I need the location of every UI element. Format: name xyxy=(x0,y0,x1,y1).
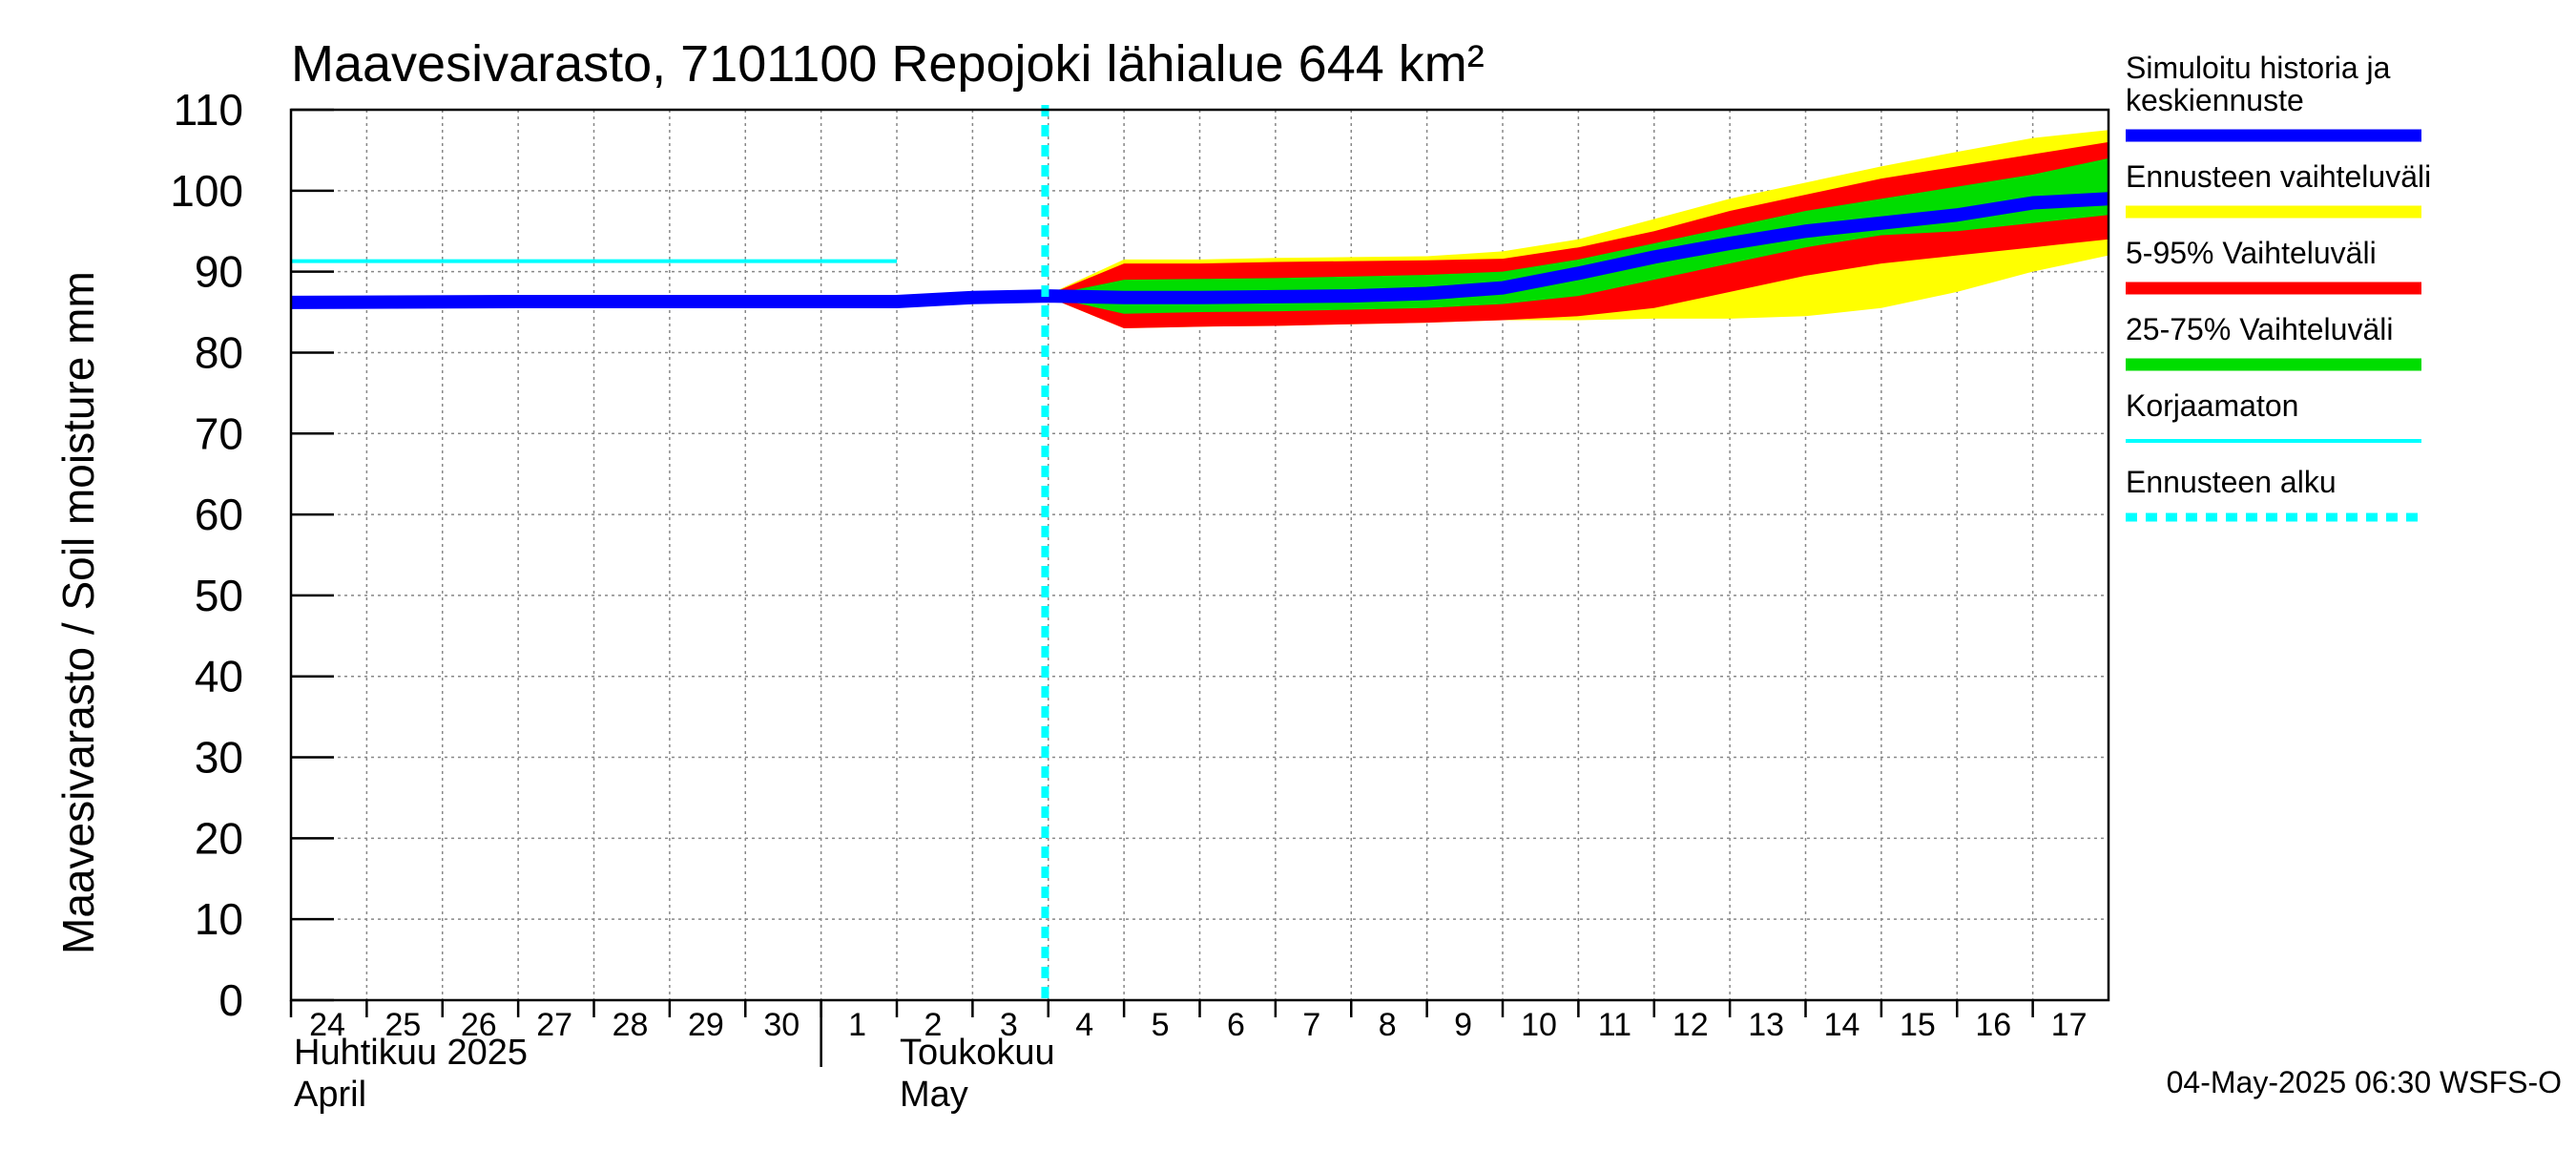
x-tick-label-11: 5 xyxy=(1152,1007,1170,1043)
x-tick-label-17: 11 xyxy=(1598,1007,1631,1043)
series-main-line xyxy=(290,192,2109,309)
month-label-1-0: Toukokuu xyxy=(900,1033,1055,1073)
footer-timestamp: 04-May-2025 06:30 WSFS-O xyxy=(2167,1065,2562,1099)
y-tick-label-7: 70 xyxy=(195,408,243,458)
y-tick-label-8: 80 xyxy=(195,327,243,377)
legend-label-2: 5-95% Vaihteluväli xyxy=(2126,236,2377,270)
x-tick-label-5: 29 xyxy=(688,1007,724,1043)
x-tick-label-0: 24 xyxy=(309,1007,345,1043)
x-tick-label-7: 1 xyxy=(848,1007,866,1043)
y-tick-label-4: 40 xyxy=(195,652,243,701)
x-tick-label-13: 7 xyxy=(1302,1007,1320,1043)
x-tick-label-4: 28 xyxy=(613,1007,649,1043)
x-tick-label-1: 25 xyxy=(384,1007,421,1043)
x-tick-label-15: 9 xyxy=(1454,1007,1472,1043)
y-tick-label-10: 100 xyxy=(170,166,243,216)
chart-title: Maavesivarasto, 7101100 Repojoki lähialu… xyxy=(291,35,1485,93)
y-tick-label-5: 50 xyxy=(195,571,243,620)
legend-label-3: 25-75% Vaihteluväli xyxy=(2126,312,2393,346)
legend-label-1: Ennusteen vaihteluväli xyxy=(2126,159,2431,194)
month-label-1-1: May xyxy=(900,1075,968,1115)
legend-label-0-1: keskiennuste xyxy=(2126,83,2304,117)
legend-label-0-0: Simuloitu historia ja xyxy=(2126,51,2391,85)
x-tick-label-12: 6 xyxy=(1227,1007,1245,1043)
legend-label-4: Korjaamaton xyxy=(2126,388,2298,423)
x-tick-label-22: 16 xyxy=(1975,1007,2011,1043)
y-tick-label-6: 60 xyxy=(195,490,243,539)
month-label-0-1: April xyxy=(294,1075,366,1115)
y-tick-label-0: 0 xyxy=(218,975,243,1025)
y-axis-label: Maavesivarasto / Soil moisture mm xyxy=(53,271,103,954)
x-tick-label-18: 12 xyxy=(1672,1007,1709,1043)
x-tick-label-19: 13 xyxy=(1748,1007,1784,1043)
x-tick-label-3: 27 xyxy=(536,1007,572,1043)
y-tick-label-3: 30 xyxy=(195,733,243,783)
x-tick-label-21: 15 xyxy=(1900,1007,1936,1043)
x-tick-label-8: 2 xyxy=(924,1007,943,1043)
x-tick-label-14: 8 xyxy=(1379,1007,1397,1043)
x-tick-label-16: 10 xyxy=(1521,1007,1557,1043)
x-tick-label-6: 30 xyxy=(763,1007,800,1043)
x-tick-label-20: 14 xyxy=(1824,1007,1860,1043)
y-tick-label-11: 110 xyxy=(174,85,243,135)
y-tick-label-9: 90 xyxy=(195,247,243,297)
month-label-0-0: Huhtikuu 2025 xyxy=(294,1033,528,1073)
x-tick-label-9: 3 xyxy=(1000,1007,1018,1043)
x-tick-label-10: 4 xyxy=(1075,1007,1093,1043)
y-tick-label-1: 10 xyxy=(195,894,243,944)
x-tick-label-23: 17 xyxy=(2051,1007,2088,1043)
x-tick-label-2: 26 xyxy=(461,1007,497,1043)
legend-label-5: Ennusteen alku xyxy=(2126,465,2337,499)
y-tick-label-2: 20 xyxy=(195,813,243,863)
